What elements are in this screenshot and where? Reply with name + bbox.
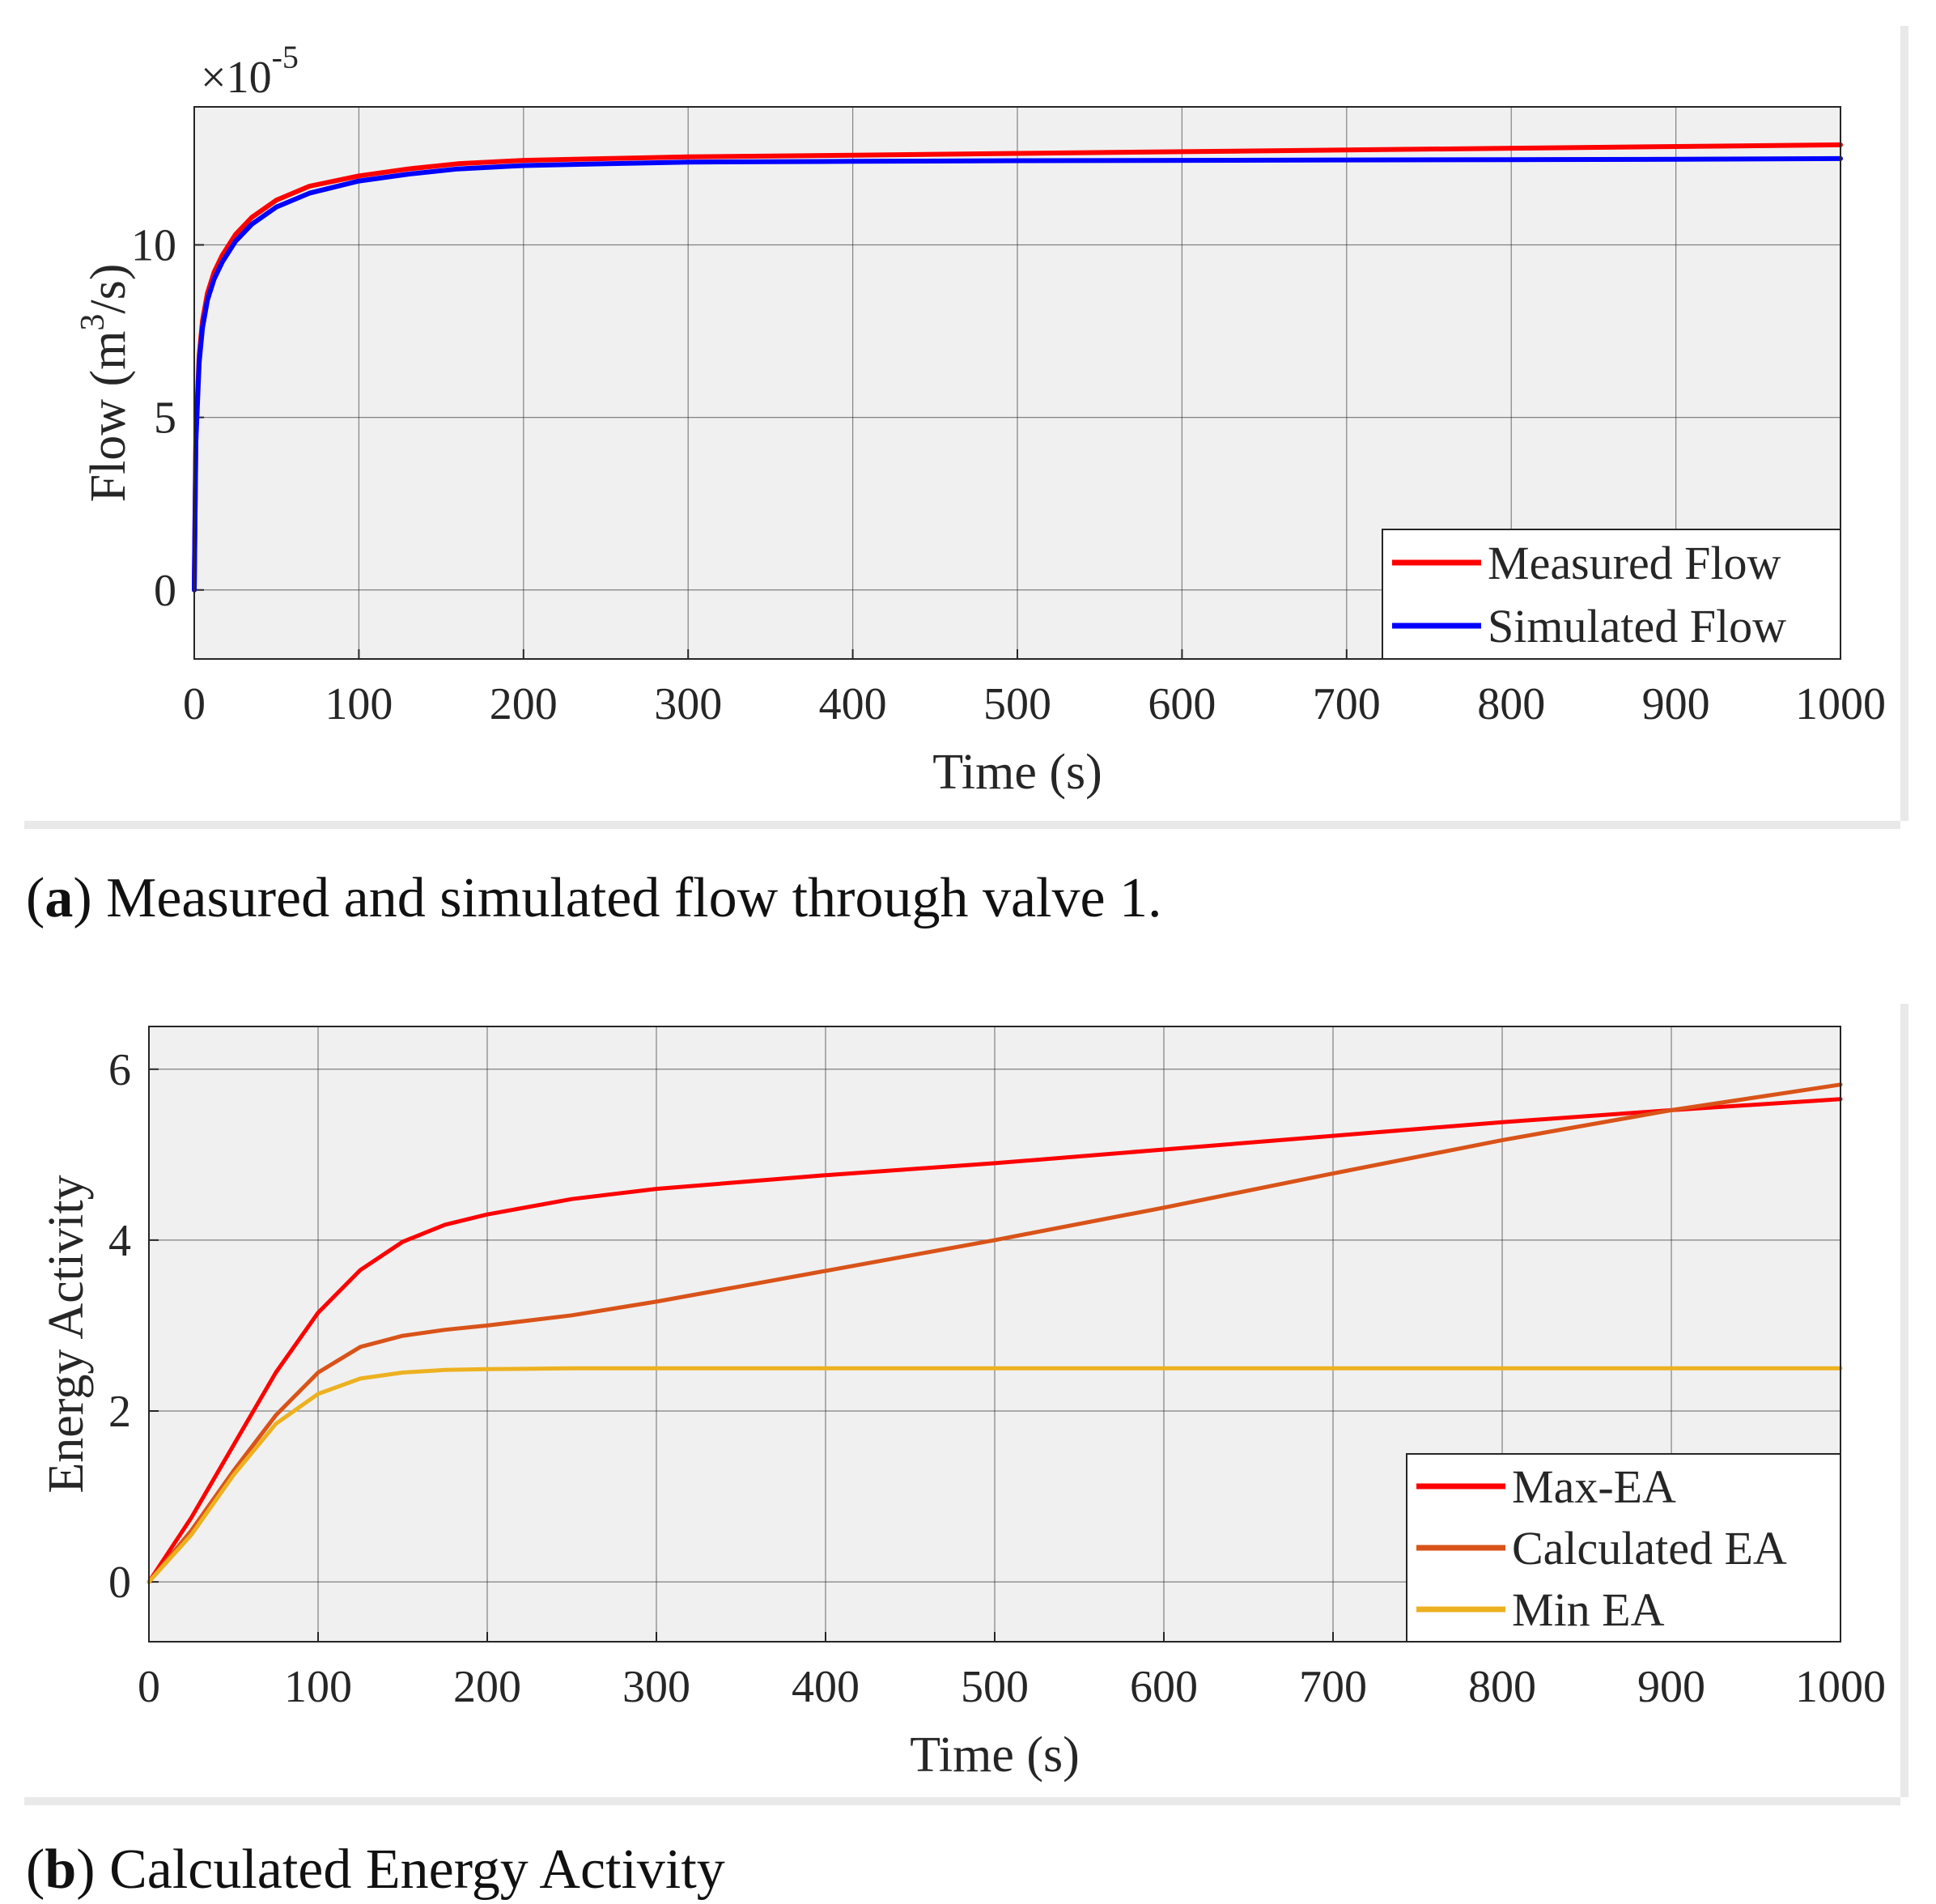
x-tick-label: 500 [983, 679, 1051, 729]
series-line-calculated-ea [146, 1082, 1843, 1584]
x-tick-label: 300 [622, 1662, 690, 1712]
x-tick-label: 400 [792, 1662, 860, 1712]
y-axis-label-text: /s) [81, 264, 136, 314]
caption-letter: a [45, 867, 74, 929]
figure-a-caption: (a) Measured and simulated flow through … [26, 867, 1162, 929]
x-tick-label: 0 [183, 679, 206, 729]
exponent-base: ×10 [201, 53, 272, 103]
caption-text: Measured and simulated flow through valv… [106, 867, 1162, 929]
caption-text: Calculated Energy Activity [109, 1838, 725, 1901]
x-tick-label: 300 [654, 679, 722, 729]
flow-chart: 0 100 200 300 400 500 600 700 800 900 1000 0 5 10 Meas… [74, 39, 1886, 800]
legend-label: Measured Flow [1488, 537, 1781, 589]
x-tick-label: 600 [1130, 1662, 1198, 1712]
series-line-min-ea [146, 1366, 1843, 1584]
x-tick-label: 100 [325, 679, 393, 729]
legend-box [1382, 529, 1841, 660]
legend-label: Min EA [1512, 1583, 1665, 1636]
y-tick-label: 6 [108, 1045, 131, 1095]
legend-label: Calculated EA [1512, 1522, 1787, 1575]
x-tick-label: 1000 [1795, 1662, 1886, 1712]
panel-shadow [1900, 1004, 1908, 1797]
plot-frame [193, 106, 1841, 660]
energy-activity-chart: 0 100 200 300 400 500 600 700 800 900 1000 0 2 4 6 Max-… [39, 1026, 1886, 1783]
x-tick-label: 100 [284, 1662, 352, 1712]
x-tick-label: 400 [819, 679, 887, 729]
x-axis-label: Time (s) [932, 745, 1102, 800]
figure-b-caption: (b) Calculated Energy Activity [26, 1838, 725, 1901]
panel-shadow [1900, 26, 1908, 821]
y-tick-label: 4 [108, 1216, 131, 1266]
caption-letter: b [45, 1838, 77, 1901]
legend-label: Simulated Flow [1488, 600, 1786, 652]
x-tick-label: 600 [1148, 679, 1216, 729]
x-tick-label: 500 [961, 1662, 1029, 1712]
panel-shadow [24, 1797, 1900, 1805]
x-axis-label: Time (s) [910, 1728, 1080, 1783]
x-tick-label: 900 [1642, 679, 1710, 729]
x-tick-label: 200 [490, 679, 558, 729]
x-tick-label: 900 [1637, 1662, 1705, 1712]
y-axis-label: Energy Activity [39, 1175, 94, 1493]
x-tick-label: 800 [1468, 1662, 1536, 1712]
panel-shadow [24, 821, 1900, 829]
y-tick-label: 2 [108, 1387, 131, 1437]
x-tick-label: 800 [1477, 679, 1545, 729]
exponent-sup: -5 [272, 39, 299, 75]
figure-b-panel: 0 100 200 300 400 500 600 700 800 900 1000 0 2 4 6 Max-… [24, 1004, 1908, 1805]
y-axis-label-text: Flow (m [81, 331, 136, 503]
y-tick-label: 10 [131, 221, 176, 271]
series-line-max-ea [146, 1097, 1843, 1584]
x-tick-label: 700 [1313, 679, 1381, 729]
y-axis-label: Flow (m3/s) [74, 264, 136, 503]
y-tick-label: 0 [108, 1558, 131, 1608]
legend-label: Max-EA [1512, 1460, 1676, 1513]
axis-exponent-label: ×10-5 [201, 39, 299, 103]
x-tick-label: 0 [138, 1662, 160, 1712]
legend: Measured Flow Simulated Flow [1382, 529, 1841, 660]
y-tick-label: 5 [154, 393, 176, 444]
figure-a-panel: 0 100 200 300 400 500 600 700 800 900 1000 0 5 10 Meas… [24, 26, 1908, 829]
series-line-simulated-flow [192, 155, 1843, 593]
plot-frame [148, 1026, 1841, 1643]
x-tick-label: 200 [453, 1662, 521, 1712]
y-axis-label-sup: 3 [74, 314, 112, 331]
legend: Max-EA Calculated EA Min EA [1406, 1453, 1841, 1643]
x-tick-label: 1000 [1795, 679, 1886, 729]
y-tick-label: 0 [154, 566, 176, 616]
x-tick-label: 700 [1299, 1662, 1367, 1712]
